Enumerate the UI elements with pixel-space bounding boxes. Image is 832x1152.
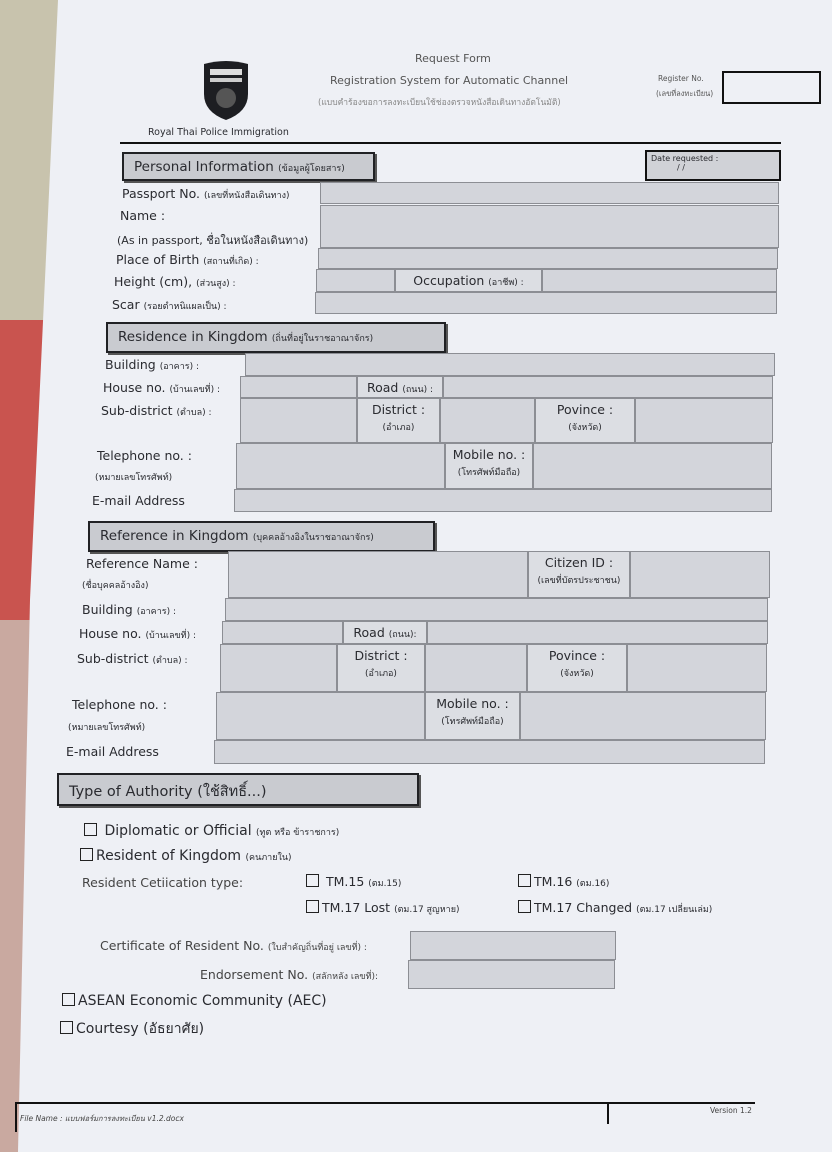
- ref-district-field[interactable]: [425, 644, 527, 692]
- res-telephone-label: Telephone no. :: [97, 448, 192, 463]
- res-subdistrict-label: Sub-district (ตำบล) :: [101, 403, 212, 418]
- scar-label: Scar (รอยตำหนิแผลเป็น) :: [112, 297, 227, 312]
- ref-email-field[interactable]: [214, 740, 765, 764]
- res-mobile-field[interactable]: [533, 443, 772, 489]
- option-resident[interactable]: Resident of Kingdom (คนภายใน): [80, 848, 292, 864]
- name-label: Name :: [120, 208, 166, 223]
- section-personal-header: Personal Information (ข้อมูลผู้โดยสาร): [122, 152, 375, 181]
- checkbox[interactable]: [306, 900, 319, 913]
- occupation-label: Occupation (อาชีพ) :: [395, 269, 542, 292]
- option-tm17-lost[interactable]: TM.17 Lost (ตม.17 สูญหาย): [306, 900, 459, 916]
- cert-no-label: Certificate of Resident No. (ใบสำคัญถิ่น…: [100, 938, 367, 953]
- ref-house-field[interactable]: [222, 621, 343, 644]
- register-no-label-thai: (เลขที่ลงทะเบียน): [656, 89, 714, 98]
- section-authority-header: Type of Authority (ใช้สิทธิ์...): [57, 773, 419, 806]
- form-subtitle-thai: (แบบคำร้องขอการลงทะเบียนใช้ช่องตรวจหนังส…: [318, 98, 561, 108]
- date-requested-field[interactable]: Date requested : / /: [645, 150, 781, 181]
- ref-citizen-id-label: Citizen ID : (เลขที่บัตรประชาชน): [528, 551, 630, 598]
- ref-telephone-field[interactable]: [216, 692, 425, 740]
- cert-type-label: Resident Cetiication type:: [82, 875, 244, 890]
- height-field[interactable]: [316, 269, 395, 292]
- ref-province-field[interactable]: [627, 644, 767, 692]
- res-email-field[interactable]: [234, 489, 772, 512]
- ref-mobile-field[interactable]: [520, 692, 766, 740]
- passport-field[interactable]: [320, 182, 779, 204]
- checkbox[interactable]: [84, 823, 97, 836]
- ref-road-field[interactable]: [427, 621, 768, 644]
- ref-name-label-thai: (ชื่อบุคคลอ้างอิง): [82, 581, 149, 591]
- option-tm15[interactable]: TM.15 (ตม.15): [306, 874, 401, 890]
- ref-email-label: E-mail Address: [66, 744, 159, 759]
- header-divider: [120, 142, 781, 144]
- endorse-label: Endorsement No. (สลักหลัง เลขที่):: [200, 967, 379, 982]
- res-subdistrict-field[interactable]: [240, 398, 357, 443]
- form-title: Request Form: [415, 52, 491, 65]
- option-tm17-changed[interactable]: TM.17 Changed (ตม.17 เปลี่ยนเล่ม): [518, 900, 712, 916]
- ref-name-label: Reference Name :: [86, 556, 198, 571]
- footer-version: Version 1.2: [710, 1106, 752, 1115]
- res-house-label: House no. (บ้านเลขที่) :: [103, 380, 220, 395]
- ref-telephone-label-thai: (หมายเลขโทรศัพท์): [68, 723, 146, 733]
- scar-field[interactable]: [315, 292, 777, 314]
- ref-citizen-id-field[interactable]: [630, 551, 770, 598]
- ref-building-field[interactable]: [225, 598, 768, 621]
- res-mobile-label: Mobile no. : (โทรศัพท์มือถือ): [445, 443, 533, 489]
- form-subtitle: Registration System for Automatic Channe…: [330, 74, 569, 87]
- ref-road-label: Road (ถนน):: [343, 621, 427, 644]
- option-diplomatic[interactable]: Diplomatic or Official (ทูต หรือ ข้าราชก…: [84, 823, 339, 839]
- res-building-field[interactable]: [245, 353, 775, 376]
- option-aec[interactable]: ASEAN Economic Community (AEC): [62, 993, 327, 1009]
- footer-divider: [15, 1102, 755, 1104]
- register-no-field[interactable]: [722, 71, 821, 104]
- res-district-field[interactable]: [440, 398, 535, 443]
- ref-building-label: Building (อาคาร) :: [82, 602, 176, 617]
- register-no-label: Register No.: [658, 74, 704, 83]
- as-in-passport-label: (As in passport, ชื่อในหนังสือเดินทาง): [117, 234, 309, 247]
- res-province-label: Povince : (จังหวัด): [535, 398, 635, 443]
- res-province-field[interactable]: [635, 398, 773, 443]
- ref-subdistrict-label: Sub-district (ตำบล) :: [77, 651, 188, 666]
- checkbox[interactable]: [306, 874, 319, 887]
- height-label: Height (cm), (ส่วนสูง) :: [114, 274, 236, 289]
- footer-file-name: File Name : แบบฟอร์มการลงทะเบียน v1.2.do…: [20, 1114, 184, 1123]
- police-badge-logo: [204, 61, 248, 120]
- option-tm16[interactable]: TM.16 (ตม.16): [518, 874, 609, 890]
- section-reference-header: Reference in Kingdom (บุคคลอ้างอิงในราชอ…: [88, 521, 435, 552]
- checkbox[interactable]: [60, 1021, 73, 1034]
- res-district-label: District : (อำเภอ): [357, 398, 440, 443]
- ref-mobile-label: Mobile no. : (โทรศัพท์มือถือ): [425, 692, 520, 740]
- option-courtesy[interactable]: Courtesy (อัธยาศัย): [60, 1018, 204, 1040]
- ref-province-label: Povince : (จังหวัด): [527, 644, 627, 692]
- agency-name: Royal Thai Police Immigration: [148, 127, 289, 138]
- checkbox[interactable]: [80, 848, 93, 861]
- footer-separator: [607, 1102, 609, 1124]
- checkbox[interactable]: [518, 874, 531, 887]
- ref-telephone-label: Telephone no. :: [72, 697, 167, 712]
- res-road-field[interactable]: [443, 376, 773, 398]
- res-house-field[interactable]: [240, 376, 357, 398]
- res-telephone-field[interactable]: [236, 443, 445, 489]
- section-residence-header: Residence in Kingdom (ถิ่นที่อยู่ในราชอา…: [106, 322, 446, 353]
- ref-district-label: District : (อำเภอ): [337, 644, 425, 692]
- cert-no-field[interactable]: [410, 931, 616, 960]
- footer-left-border: [15, 1102, 17, 1132]
- checkbox[interactable]: [518, 900, 531, 913]
- res-email-label: E-mail Address: [92, 493, 185, 508]
- passport-label: Passport No. (เลขที่หนังสือเดินทาง): [122, 186, 290, 201]
- ref-house-label: House no. (บ้านเลขที่) :: [79, 626, 196, 641]
- res-telephone-label-thai: (หมายเลขโทรศัพท์): [95, 473, 173, 483]
- ref-name-field[interactable]: [228, 551, 528, 598]
- occupation-field[interactable]: [542, 269, 777, 292]
- res-building-label: Building (อาคาร) :: [105, 357, 199, 372]
- name-field[interactable]: [320, 205, 779, 248]
- place-of-birth-field[interactable]: [318, 248, 778, 269]
- place-of-birth-label: Place of Birth (สถานที่เกิด) :: [116, 252, 259, 267]
- ref-subdistrict-field[interactable]: [220, 644, 337, 692]
- endorse-field[interactable]: [408, 960, 615, 989]
- checkbox[interactable]: [62, 993, 75, 1006]
- res-road-label: Road (ถนน) :: [357, 376, 443, 398]
